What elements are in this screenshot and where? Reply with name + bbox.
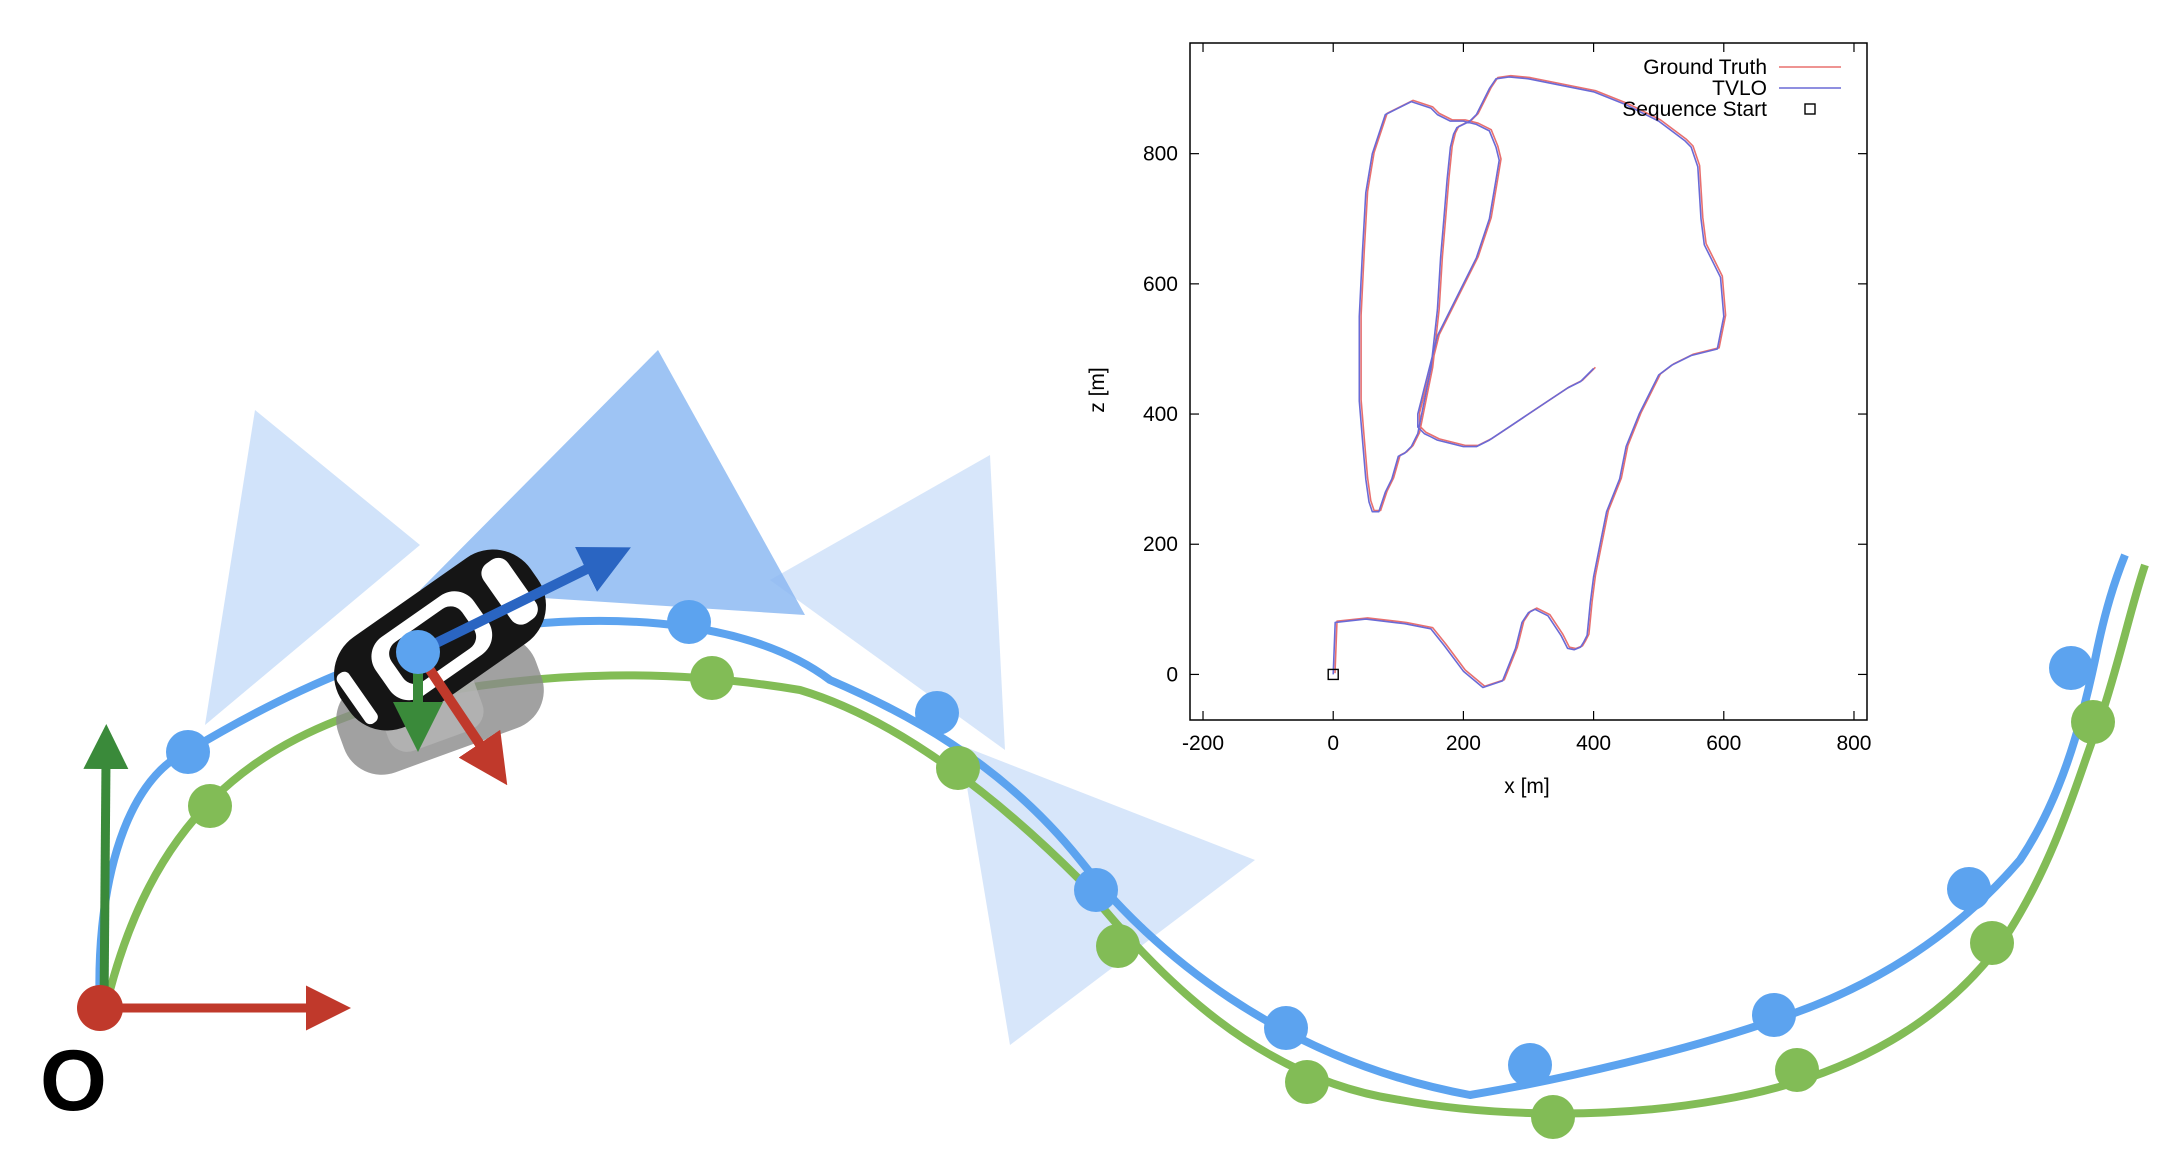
ground-truth-trajectory: [95, 553, 2129, 1100]
world-origin-frame: [77, 724, 351, 1031]
estimated-keyframes: [188, 656, 2115, 1139]
trajectory-plot: -200 0 200 400 600 800 0 200 400 600 800 x [m] z […: [1080, 20, 2120, 820]
legend-swatch: [1804, 103, 1816, 115]
plot-border: [1189, 42, 1868, 721]
series-line-ground-truth: [1334, 74, 1727, 688]
y-tick-label: 800: [1143, 143, 1178, 166]
x-tick-label: 400: [1576, 732, 1611, 755]
legend-label: Ground Truth: [1643, 56, 1767, 79]
y-tick-label: 200: [1143, 533, 1178, 556]
ground-truth-keyframes: [166, 600, 2093, 1087]
car-frame-axes: [393, 546, 631, 786]
plot-markers: [1327, 668, 1339, 681]
x-tick-label: 600: [1706, 732, 1741, 755]
plot-svg: -200 0 200 400 600 800 0 200 400 600 800 x [m] z […: [1086, 42, 1872, 798]
origin-label: O: [40, 1033, 107, 1129]
x-tick-label: 800: [1836, 732, 1871, 755]
sequence-start-marker: [1327, 668, 1339, 681]
x-tick-label: -200: [1182, 732, 1224, 755]
x-axis-label: x [m]: [1504, 775, 1550, 798]
legend-label: Sequence Start: [1622, 98, 1767, 121]
legend-label: TVLO: [1712, 77, 1767, 100]
y-axis-label: z [m]: [1086, 367, 1109, 413]
plot-frame: [1189, 42, 1868, 721]
series-line-tvlo: [1332, 76, 1725, 689]
y-tick-label: 600: [1143, 273, 1178, 296]
plot-ticks: -200 0 200 400 600 800 0 200 400 600 800: [1143, 43, 1872, 755]
y-tick-label: 0: [1166, 663, 1178, 686]
x-tick-label: 0: [1327, 732, 1339, 755]
x-tick-label: 200: [1446, 732, 1481, 755]
y-tick-label: 400: [1143, 403, 1178, 426]
plot-series: [1332, 74, 1727, 689]
